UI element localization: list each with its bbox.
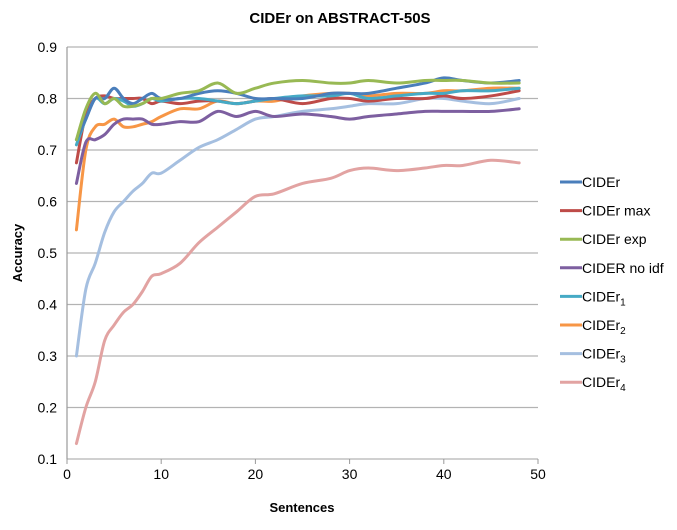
legend-label: CIDEr — [582, 174, 620, 190]
y-tick-label: 0.9 — [38, 39, 58, 55]
x-axis: 0 10 20 30 40 50 — [63, 459, 546, 482]
y-tick-label: 0.7 — [38, 142, 58, 158]
legend-label: CIDER no idf — [582, 260, 664, 276]
legend-label: CIDEr max — [582, 203, 650, 219]
series-line-4 — [74, 107, 521, 185]
y-tick-label: 0.6 — [38, 194, 58, 210]
x-tick-label: 10 — [153, 466, 169, 482]
series-lines — [74, 76, 521, 446]
series-line-3 — [74, 78, 521, 142]
series-line-2 — [74, 89, 521, 165]
y-tick-label: 0.4 — [38, 297, 58, 313]
x-tick-label: 20 — [248, 466, 264, 482]
legend-label: CIDEr exp — [582, 231, 647, 247]
y-tick-label: 0.2 — [38, 400, 58, 416]
x-tick-label: 50 — [530, 466, 546, 482]
x-tick-label: 0 — [63, 466, 71, 482]
legend-label: CIDEr2 — [582, 317, 626, 337]
legend-label: CIDEr1 — [582, 288, 626, 308]
series-line-7 — [74, 96, 521, 358]
series-line-8 — [74, 158, 521, 446]
y-tick-label: 0.5 — [38, 245, 58, 261]
x-tick-label: 30 — [342, 466, 358, 482]
legend-label: CIDEr3 — [582, 346, 626, 366]
y-tick-label: 0.1 — [38, 451, 58, 467]
legend: CIDEr CIDEr max CIDEr exp CIDER no idf CIDEr… — [560, 174, 664, 394]
x-axis-label: Sentences — [269, 500, 334, 515]
y-tick-label: 0.8 — [38, 91, 58, 107]
series-line-6 — [74, 86, 521, 232]
chart-title: CIDEr on ABSTRACT-50S — [249, 10, 430, 27]
series-line-1 — [74, 76, 521, 142]
grid — [67, 46, 538, 460]
legend-label: CIDEr4 — [582, 374, 626, 394]
y-tick-label: 0.3 — [38, 348, 58, 364]
y-axis: 0.1 0.2 0.3 0.4 0.5 0.6 0.7 0.8 0.9 — [38, 39, 68, 467]
y-axis-label: Accuracy — [10, 223, 25, 282]
x-tick-label: 40 — [436, 466, 452, 482]
